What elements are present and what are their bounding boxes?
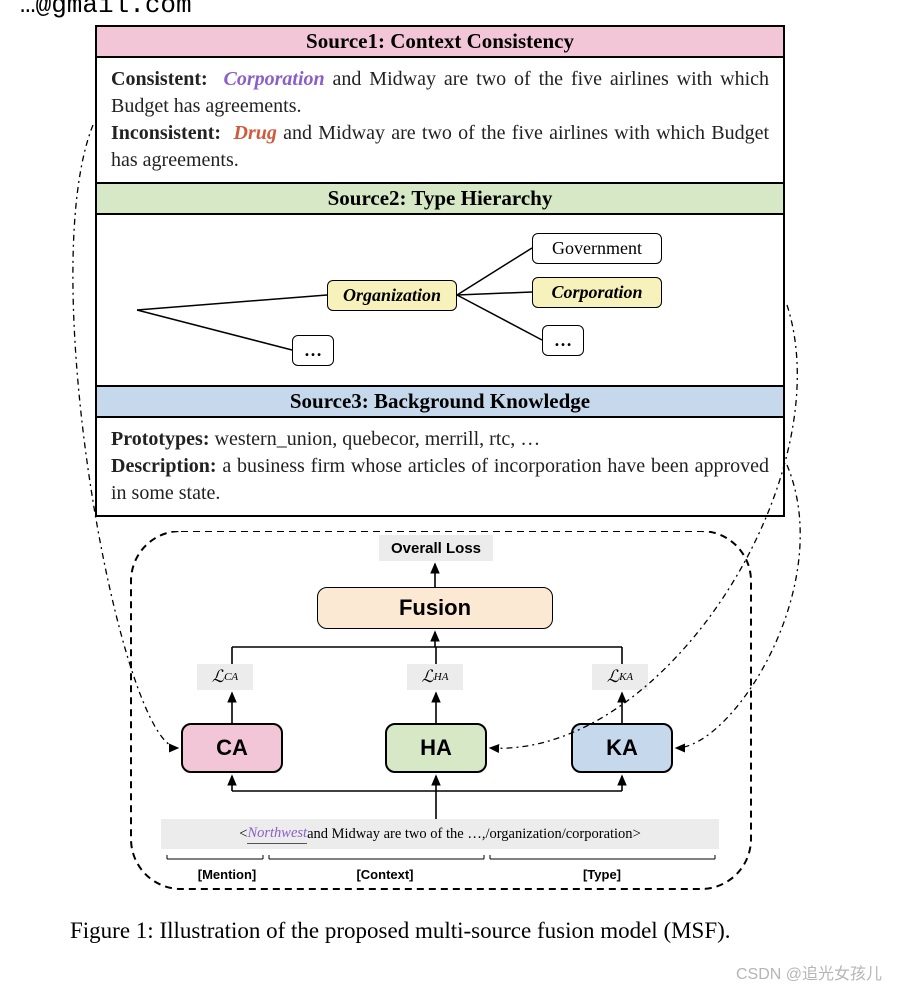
module-ka: KA [571,723,673,773]
hierarchy-node-org: Organization [327,280,457,311]
inconsistent-highlight: Drug [234,122,277,144]
loss-loss_ca: ℒCA [197,664,253,690]
cropped-email-text: …@gmail.com [20,0,192,20]
loss-loss_ha: ℒHA [407,664,463,690]
consistent-rest: and Midway are two of the five airlines … [111,68,769,117]
source1-header: Source1: Context Consistency [97,27,783,58]
module-ca: CA [181,723,283,773]
overall-loss-box: Overall Loss [379,535,493,561]
caption-fig: Figure 1: [70,918,154,943]
source2-body: Organization Government Corporation … … [97,215,783,385]
figure-container: Source1: Context Consistency Consistent:… [95,25,785,901]
prototypes-label: Prototypes: [111,428,210,450]
inconsistent-label: Inconsistent: [111,122,221,144]
prototypes-text: western_union, quebecor, merrill, rtc, … [210,428,541,450]
sources-outer-box: Source1: Context Consistency Consistent:… [95,25,785,517]
source2-header: Source2: Type Hierarchy [97,182,783,215]
hierarchy-node-dots_l: … [292,335,334,366]
source3-body: Prototypes: western_union, quebecor, mer… [97,418,783,515]
source3-header: Source3: Background Knowledge [97,385,783,418]
loss-loss_ka: ℒKA [592,664,648,690]
description-label: Description: [111,455,217,477]
module-ha: HA [385,723,487,773]
segment-label-seg_context: [Context] [345,867,425,882]
segment-label-seg_mention: [Mention] [187,867,267,882]
input-sequence-box: <Northwest and Midway are two of the …, … [161,819,719,849]
consistent-label: Consistent: [111,68,208,90]
hierarchy-node-gov: Government [532,233,662,264]
hierarchy-node-corp: Corporation [532,277,662,308]
caption-rest: Illustration of the proposed multi-sourc… [154,918,731,943]
source1-body: Consistent: Corporation and Midway are t… [97,58,783,182]
figure-caption: Figure 1: Illustration of the proposed m… [70,915,800,946]
fusion-box: Fusion [317,587,553,629]
hierarchy-node-dots_r: … [542,325,584,356]
architecture-diagram: Overall Loss Fusion ℒCA ℒHA ℒKA CA HA KA <Northw… [95,531,785,901]
consistent-highlight: Corporation [223,68,324,90]
watermark-text: CSDN @追光女孩儿 [736,960,882,984]
segment-label-seg_type: [Type] [572,867,632,882]
